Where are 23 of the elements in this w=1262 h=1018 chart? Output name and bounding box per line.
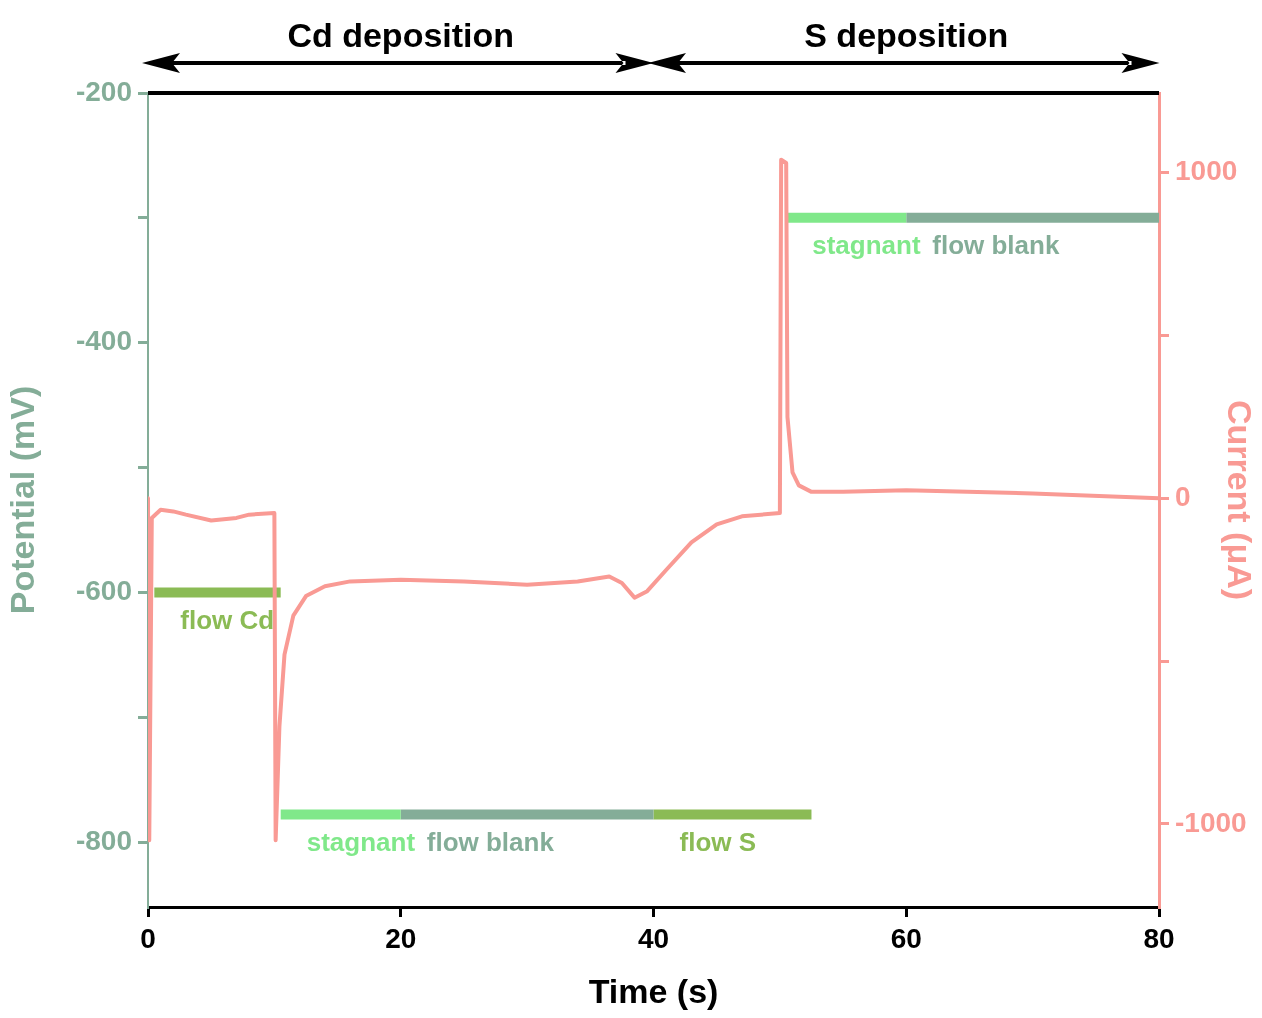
- y2-tick-label: 1000: [1175, 155, 1238, 187]
- y-tick-label: -400: [75, 325, 132, 357]
- y-tick-label: -800: [75, 824, 132, 856]
- y-axis-title: Potential (mV): [2, 385, 41, 615]
- x-tick-label: 40: [637, 922, 670, 954]
- series-label: flow Cd: [180, 604, 275, 635]
- x-axis-title: Time (s): [588, 971, 719, 1010]
- y-tick-label: -600: [75, 575, 132, 607]
- series-label: flow S: [679, 826, 757, 857]
- y2-tick-label: 0: [1175, 481, 1191, 513]
- y2-axis-title: Current (μA): [1221, 399, 1260, 601]
- series-label: flow blank: [426, 826, 555, 857]
- y2-tick-label: -1000: [1175, 806, 1247, 838]
- series-label: stagnant: [812, 230, 921, 261]
- text: S deposition: [804, 16, 1009, 55]
- x-tick-label: 80: [1143, 922, 1175, 954]
- x-tick-label: 0: [140, 922, 156, 954]
- series-label: flow blank: [932, 230, 1060, 261]
- x-tick-label: 20: [385, 922, 417, 954]
- series-label: stagnant: [306, 826, 416, 857]
- text: Cd deposition: [287, 16, 515, 55]
- x-tick-label: 60: [890, 922, 922, 954]
- y-tick-label: -200: [75, 75, 132, 107]
